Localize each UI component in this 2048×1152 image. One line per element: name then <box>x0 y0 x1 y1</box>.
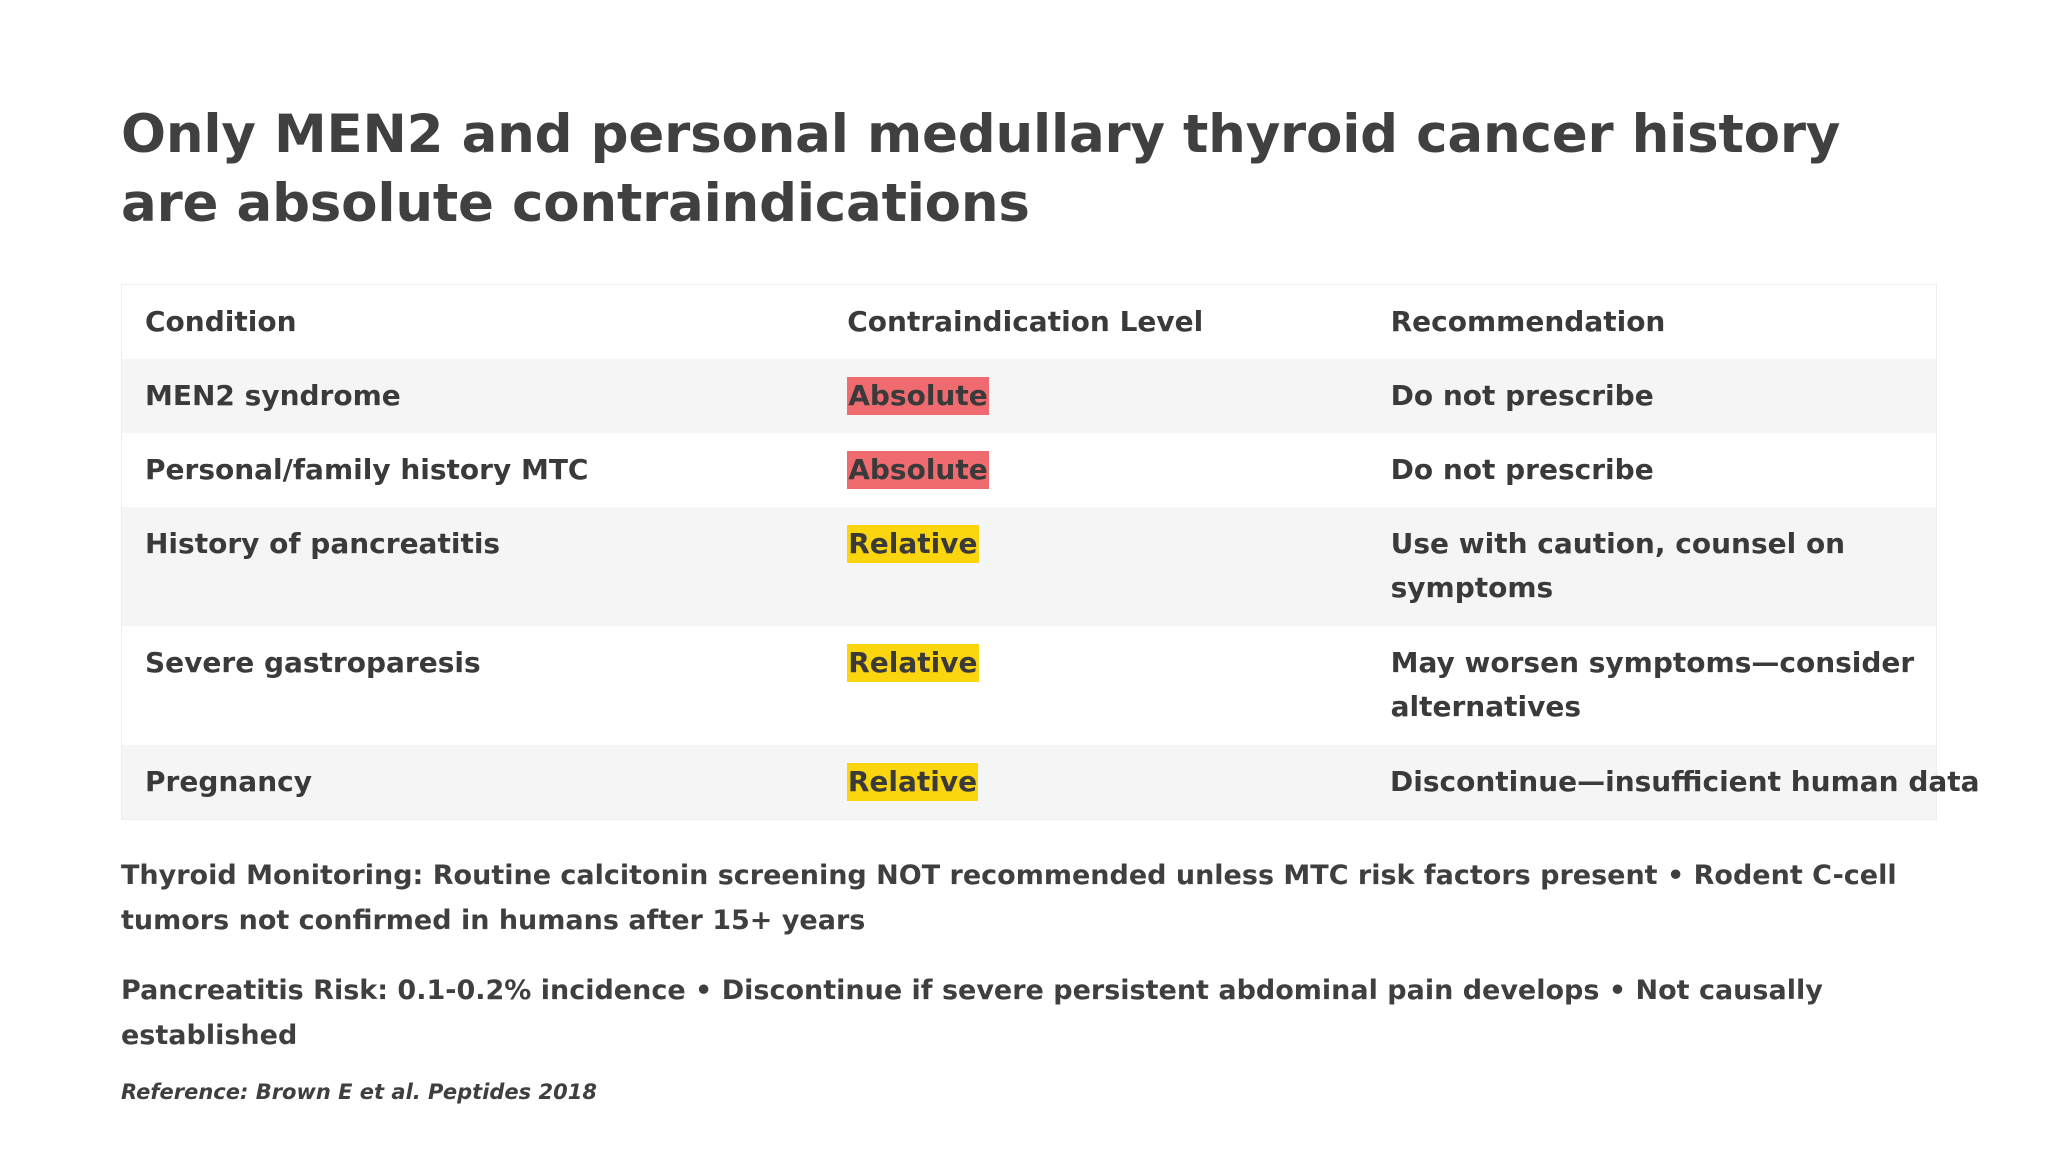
notes-section: Thyroid Monitoring: Routine calcitonin s… <box>121 853 1937 1058</box>
absolute-badge: Absolute <box>847 451 989 489</box>
slide: Only MEN2 and personal medullary thyroid… <box>121 100 1980 1104</box>
relative-badge: Relative <box>846 763 979 801</box>
table-row: MEN2 syndrome Absolute Do not prescribe <box>122 359 1936 433</box>
condition-cell: Personal/family history MTC <box>145 453 589 486</box>
condition-cell: Severe gastroparesis <box>145 646 481 679</box>
relative-badge: Relative <box>847 525 979 563</box>
level-cell: Relative <box>847 641 1390 685</box>
condition-cell: MEN2 syndrome <box>145 379 401 412</box>
pancreatitis-risk-note: Pancreatitis Risk: 0.1-0.2% incidence • … <box>121 975 1823 1051</box>
condition-cell: Pregnancy <box>145 765 312 798</box>
page-title: Only MEN2 and personal medullary thyroid… <box>121 104 1841 234</box>
level-cell: Relative <box>846 760 1390 804</box>
level-cell: Relative <box>847 522 1390 566</box>
recommendation-cell: Discontinue—insufficient human data <box>1390 765 1980 798</box>
recommendation-cell: Do not prescribe <box>1390 379 1654 412</box>
table-header-row: Condition Contraindication Level Recomme… <box>122 285 1936 359</box>
relative-badge: Relative <box>847 644 979 682</box>
column-header-recommendation: Recommendation <box>1390 305 1666 338</box>
level-cell: Absolute <box>847 448 1390 492</box>
recommendation-cell: Use with caution, counsel on symptoms <box>1390 527 1846 604</box>
table-row: Personal/family history MTC Absolute Do … <box>122 433 1936 507</box>
absolute-badge: Absolute <box>847 377 989 415</box>
thyroid-monitoring-note: Thyroid Monitoring: Routine calcitonin s… <box>121 860 1897 936</box>
recommendation-cell: Do not prescribe <box>1390 453 1654 486</box>
column-header-condition: Condition <box>145 305 297 338</box>
condition-cell: History of pancreatitis <box>145 527 501 560</box>
reference-citation: Reference: Brown E et al. Peptides 2018 <box>121 1080 597 1104</box>
contraindications-table: Condition Contraindication Level Recomme… <box>121 284 1980 820</box>
table-row: Pregnancy Relative Discontinue—insuffici… <box>122 745 1980 819</box>
table-row: Severe gastroparesis Relative May worsen… <box>122 626 1936 745</box>
column-header-level: Contraindication Level <box>847 305 1204 338</box>
level-cell: Absolute <box>847 374 1390 418</box>
recommendation-cell: May worsen symptoms—consider alternative… <box>1390 646 1915 723</box>
table-row: History of pancreatitis Relative Use wit… <box>122 507 1936 626</box>
